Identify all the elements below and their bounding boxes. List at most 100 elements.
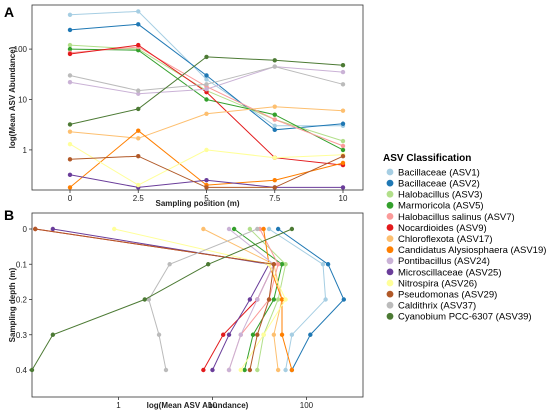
legend-marker-candidatus-alysiosphaera-asv19: [386, 246, 394, 254]
data-point-nitrospira-asv26: [112, 226, 117, 232]
y-tick-label: 0.4: [16, 366, 28, 375]
data-point-pontibacillus-asv24: [255, 297, 260, 302]
legend-label-cyanobium-pcc-6307-asv39: Cyanobium PCC-6307 (ASV39): [398, 312, 532, 323]
data-point-nitrospira-asv26: [272, 155, 277, 160]
data-point-caldithrix-asv37: [272, 64, 277, 69]
legend-label-marmoricola-asv5: Marmoricola (ASV5): [398, 201, 484, 212]
data-point-bacillaceae-asv2: [325, 262, 331, 267]
data-point-cyanobium-pcc-6307-asv39: [67, 122, 73, 127]
data-point-marmoricola-asv5: [204, 97, 209, 102]
data-point-bacillaceae-asv1: [272, 123, 277, 129]
data-point-pontibacillus-asv24: [136, 91, 141, 96]
legend-marker-nocardioides-asv9: [386, 224, 394, 231]
data-point-pseudomonas-asv29: [340, 153, 346, 159]
legend-label-bacillaceae-asv2: Bacillaceae (ASV2): [398, 179, 480, 190]
data-point-chloroflexota-asv17: [204, 111, 209, 117]
series-line-chloroflexota-asv17: [69, 106, 344, 139]
data-point-nitrospira-asv26: [283, 297, 288, 302]
panel-b-ylabel: Sampling depth (m): [8, 267, 17, 342]
legend-label-pseudomonas-asv29: Pseudomonas (ASV29): [398, 290, 497, 301]
data-point-pseudomonas-asv29: [136, 153, 141, 159]
data-point-chloroflexota-asv17: [272, 104, 277, 109]
data-point-caldithrix-asv37: [67, 73, 73, 78]
data-point-caldithrix-asv37: [136, 88, 141, 93]
legend-label-bacillaceae-asv1: Bacillaceae (ASV1): [398, 167, 480, 178]
y-tick-label: 0.1: [16, 260, 28, 269]
y-tick-label: 0.2: [16, 296, 28, 305]
data-point-bacillaceae-asv2: [272, 127, 277, 133]
panel-b-label: B: [4, 207, 14, 223]
data-point-nitrospira-asv26: [261, 332, 266, 337]
legend-label-candidatus-alysiosphaera-asv19: Candidatus Alysiosphaera (ASV19): [398, 245, 546, 256]
data-point-halobacillus-asv3: [340, 138, 346, 144]
data-point-pseudomonas-asv29: [247, 367, 253, 373]
panel-a-plot: 0 2.5 5 7.5 10 100 10 1: [14, 9, 348, 203]
data-point-bacillaceae-asv2: [308, 332, 313, 337]
data-point-halobacillus-salinus-asv7: [272, 117, 277, 122]
data-point-nocardioides-asv9: [201, 367, 206, 373]
series-line-pseudomonas-asv29: [35, 228, 275, 371]
legend-label-pontibacillus-asv24: Pontibacillus (ASV24): [398, 256, 490, 267]
data-point-halobacillus-asv3: [283, 262, 288, 267]
data-point-caldithrix-asv37: [340, 82, 346, 87]
data-point-caldithrix-asv37: [156, 332, 162, 337]
data-point-pseudomonas-asv29: [255, 332, 260, 337]
data-point-bacillaceae-asv1: [204, 77, 209, 82]
data-point-bacillaceae-asv2: [275, 226, 281, 232]
data-point-bacillaceae-asv1: [67, 12, 73, 17]
data-point-marmoricola-asv5: [340, 147, 346, 153]
legend-marker-nitrospira-asv26: [386, 279, 394, 287]
data-point-pontibacillus-asv24: [340, 69, 346, 75]
data-point-nocardioides-asv9: [67, 51, 73, 57]
data-point-marmoricola-asv5: [67, 46, 73, 52]
data-point-cyanobium-pcc-6307-asv39: [289, 226, 295, 232]
data-point-bacillaceae-asv1: [283, 367, 288, 373]
panel-b-xlabel: log(Mean ASV Abundance): [147, 401, 249, 410]
data-point-caldithrix-asv37: [204, 82, 209, 87]
legend-marker-pontibacillus-asv24: [386, 257, 394, 265]
x-tick-label: 100: [300, 401, 314, 410]
panel-a-frame: [31, 4, 364, 191]
data-point-chloroflexota-asv17: [201, 226, 206, 232]
data-point-halobacillus-asv3: [275, 297, 281, 302]
x-tick-label: 7.5: [269, 194, 281, 203]
data-point-pontibacillus-asv24: [204, 87, 209, 92]
data-point-cyanobium-pcc-6307-asv39: [136, 106, 141, 112]
data-point-candidatus-alysiosphaera-asv19: [136, 128, 141, 133]
data-point-halobacillus-asv3: [255, 367, 260, 373]
data-point-microscillaceae-asv25: [340, 185, 346, 190]
data-point-bacillaceae-asv1: [266, 226, 272, 232]
data-point-chloroflexota-asv17: [340, 108, 346, 113]
data-point-microscillaceae-asv25: [226, 332, 232, 337]
data-point-halobacillus-salinus-asv7: [340, 143, 346, 149]
legend-marker-microscillaceae-asv25: [386, 268, 394, 276]
y-tick-label: 0.3: [16, 331, 28, 340]
data-point-candidatus-alysiosphaera-asv19: [67, 185, 73, 190]
data-point-bacillaceae-asv2: [136, 22, 141, 27]
data-point-marmoricola-asv5: [272, 112, 277, 117]
panel-a-xlabel: Sampling position (m): [156, 199, 240, 208]
legend-items: Bacillaceae (ASV1)Bacillaceae (ASV2)Halo…: [386, 167, 546, 323]
legend-marker-chloroflexota-asv17: [386, 235, 394, 243]
panel-b-frame: [31, 212, 364, 398]
data-point-caldithrix-asv37: [255, 226, 260, 232]
data-point-bacillaceae-asv2: [341, 297, 347, 302]
x-tick-label: 10: [339, 194, 348, 203]
data-point-chloroflexota-asv17: [136, 136, 141, 141]
data-point-pontibacillus-asv24: [67, 80, 73, 85]
legend-label-nocardioides-asv9: Nocardioides (ASV9): [398, 223, 487, 234]
data-point-cyanobium-pcc-6307-asv39: [142, 297, 147, 302]
data-point-chloroflexota-asv17: [271, 332, 277, 337]
data-point-caldithrix-asv37: [163, 367, 169, 373]
data-point-bacillaceae-asv1: [323, 297, 328, 302]
data-point-pontibacillus-asv24: [238, 332, 243, 337]
legend-marker-halobacillus-salinus-asv7: [386, 213, 394, 220]
data-point-marmoricola-asv5: [136, 48, 141, 53]
data-point-cyanobium-pcc-6307-asv39: [204, 54, 209, 60]
data-point-pseudomonas-asv29: [272, 185, 277, 190]
data-point-pontibacillus-asv24: [226, 226, 232, 232]
data-point-marmoricola-asv5: [250, 332, 256, 337]
series-line-bacillaceae-asv2: [277, 228, 345, 371]
legend: ASV Classification Bacillaceae (ASV1)Bac…: [383, 153, 546, 323]
legend-label-caldithrix-asv37: Caldithrix (ASV37): [398, 301, 476, 312]
